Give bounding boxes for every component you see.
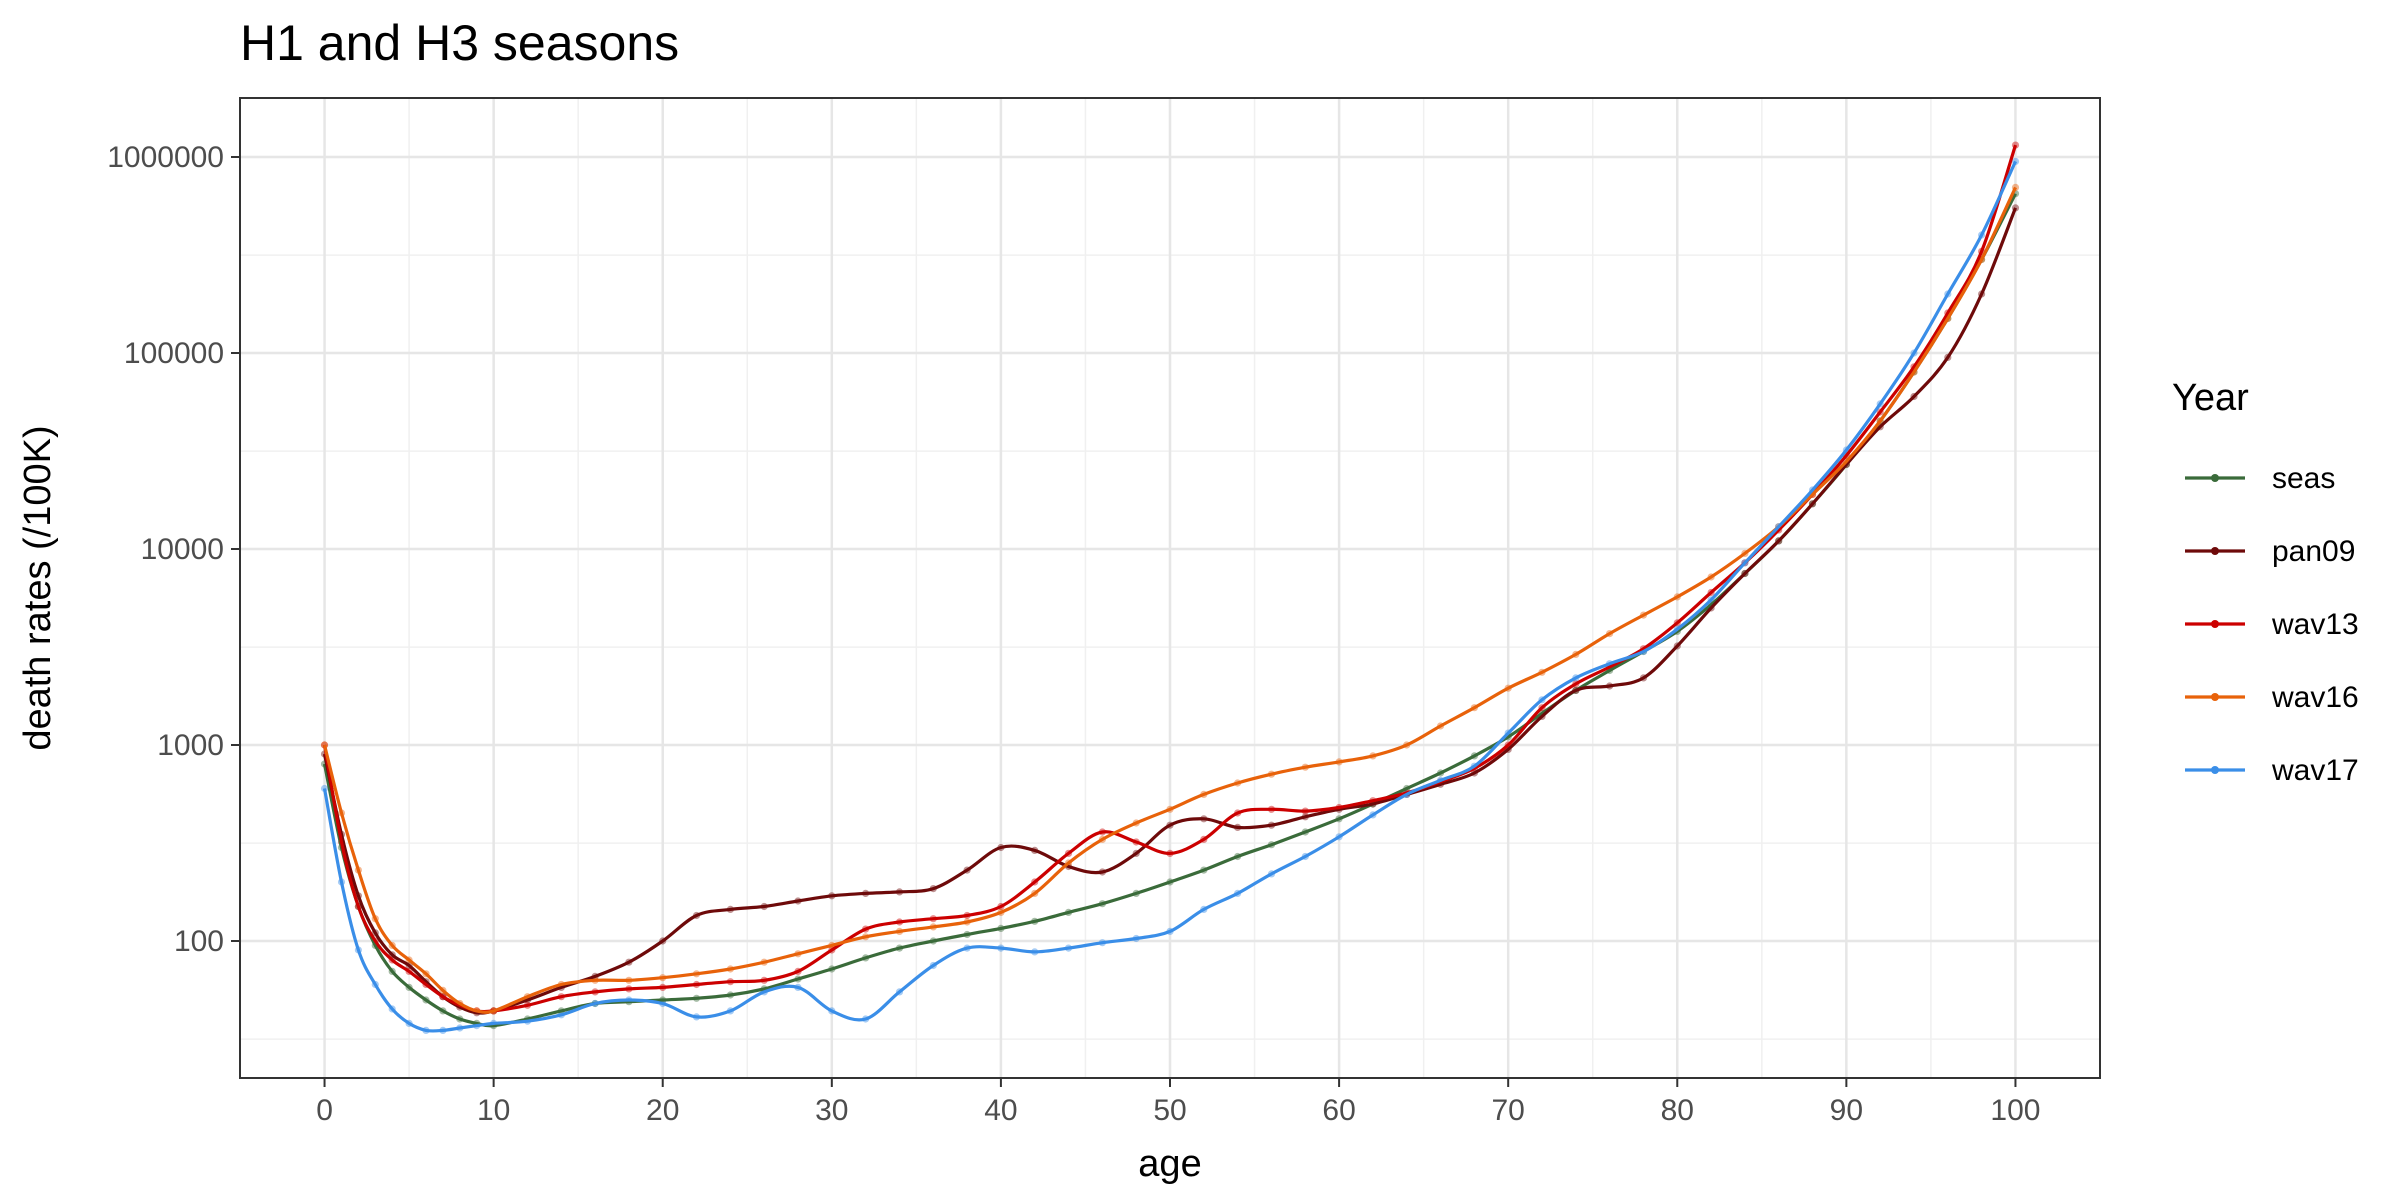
x-tick-label: 100 xyxy=(1990,1094,2040,1127)
legend-label-seas: seas xyxy=(2272,462,2335,495)
legend-key-point-wav16 xyxy=(2211,693,2219,701)
legend-key-point-wav17 xyxy=(2211,766,2219,774)
x-tick-label: 40 xyxy=(984,1094,1017,1127)
y-axis-title: death rates (/100K) xyxy=(17,425,59,750)
y-tick-label: 1000000 xyxy=(107,141,224,174)
legend: Year seas pan09 wav13 wav16 wav17 xyxy=(2172,377,2359,787)
x-axis-title: age xyxy=(1138,1143,1201,1185)
x-tick-label: 50 xyxy=(1153,1094,1186,1127)
legend-label-wav13: wav13 xyxy=(2271,608,2359,641)
y-tick-label: 100 xyxy=(174,925,224,958)
x-tick-label: 90 xyxy=(1830,1094,1863,1127)
series-line-wav16 xyxy=(322,186,2017,1014)
y-tick-label: 10000 xyxy=(141,533,224,566)
grid xyxy=(240,98,2100,1078)
legend-items: seas pan09 wav13 wav16 wav17 xyxy=(2185,462,2359,787)
plot-panel xyxy=(239,97,2101,1079)
y-tick-label: 1000 xyxy=(157,729,224,762)
x-tick-label: 20 xyxy=(646,1094,679,1127)
series-line-pan09 xyxy=(322,207,2017,1015)
series-line-seas xyxy=(322,192,2017,1028)
legend-key-point-pan09 xyxy=(2211,547,2219,555)
legend-label-wav17: wav17 xyxy=(2271,754,2359,787)
chart-title: H1 and H3 seasons xyxy=(240,15,679,71)
x-tick-label: 70 xyxy=(1491,1094,1524,1127)
x-tick-label: 60 xyxy=(1322,1094,1355,1127)
legend-title: Year xyxy=(2172,377,2249,419)
legend-label-pan09: pan09 xyxy=(2272,535,2355,568)
series-lines xyxy=(322,144,2018,1033)
y-axis: 100 1000 10000 100000 1000000 xyxy=(107,141,240,958)
legend-key-point-seas xyxy=(2211,474,2219,482)
legend-label-wav16: wav16 xyxy=(2271,681,2359,714)
x-axis: 0 10 20 30 40 50 60 70 80 90 100 xyxy=(316,1078,2040,1127)
x-tick-label: 10 xyxy=(477,1094,510,1127)
y-tick-label: 100000 xyxy=(124,337,224,370)
x-tick-label: 0 xyxy=(316,1094,333,1127)
x-tick-label: 30 xyxy=(815,1094,848,1127)
x-tick-label: 80 xyxy=(1661,1094,1694,1127)
series-line-wav17 xyxy=(322,160,2017,1033)
legend-key-point-wav13 xyxy=(2211,620,2219,628)
